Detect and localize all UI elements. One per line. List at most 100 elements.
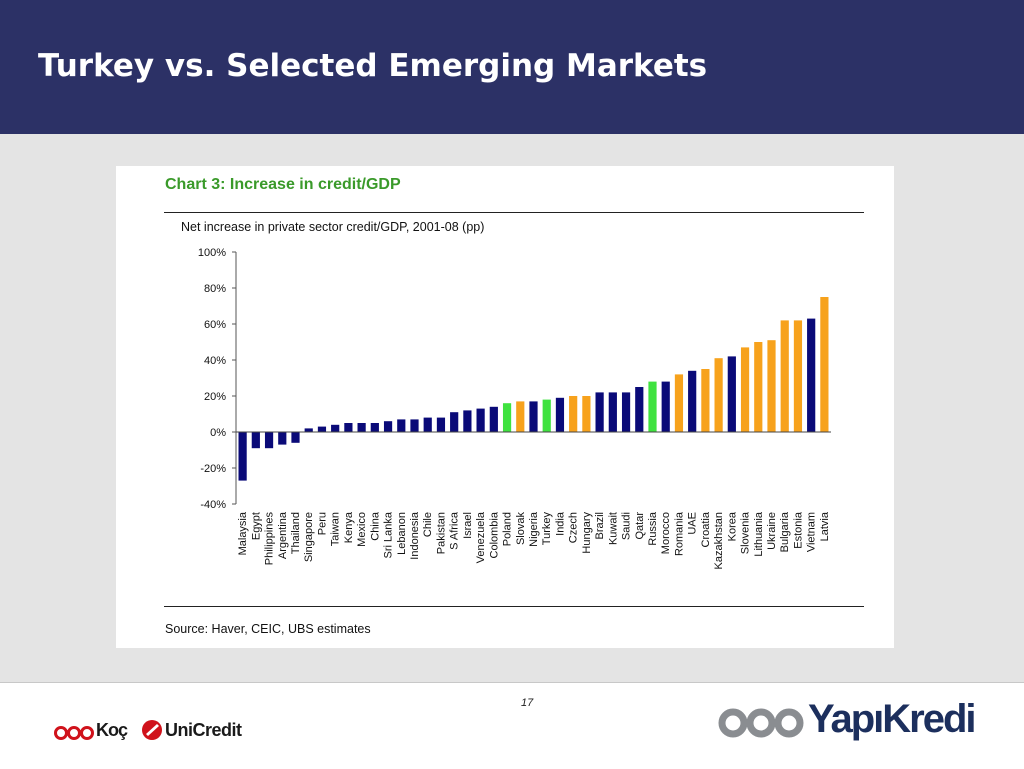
y-tick-label: 80% <box>204 283 226 295</box>
x-tick-label: Brazil <box>594 512 606 540</box>
x-tick-label: Korea <box>726 511 738 541</box>
bar-malaysia <box>238 432 247 481</box>
bar-lebanon <box>397 419 406 432</box>
x-tick-label: Argentina <box>277 511 289 559</box>
x-tick-label: Ukraine <box>766 512 778 550</box>
bar-romania <box>674 374 684 432</box>
x-tick-label: Latvia <box>819 511 831 541</box>
x-tick-label: Sri Lanka <box>383 511 395 558</box>
bar-croatia <box>701 369 710 432</box>
bar-poland <box>502 403 512 432</box>
bar-hungary <box>582 396 591 432</box>
chart-top-rule <box>164 212 864 213</box>
bar-turkey <box>542 399 551 432</box>
bar-korea <box>727 356 736 432</box>
bar-slovak <box>516 401 525 432</box>
x-tick-label: Kuwait <box>607 512 619 545</box>
page-number: 17 <box>521 697 534 709</box>
bar-chile <box>423 417 432 432</box>
y-tick-label: -20% <box>200 463 226 475</box>
bar-czech <box>569 396 578 432</box>
bar-s-africa <box>450 412 459 432</box>
x-tick-label: Venezuela <box>475 511 487 563</box>
yapikredi-logo-text: YapıKredi <box>808 697 977 741</box>
yapikredi-logo-icon <box>718 708 804 738</box>
y-tick-label: -40% <box>200 499 226 511</box>
x-tick-label: UAE <box>687 512 699 535</box>
bar-bulgaria <box>780 320 789 432</box>
x-tick-label: Slovak <box>515 512 527 546</box>
y-tick-label: 20% <box>204 391 226 403</box>
bar-kenya <box>344 423 353 432</box>
bar-saudi <box>621 392 631 432</box>
bar-venezuela <box>476 408 485 432</box>
bar-israel <box>463 410 472 432</box>
unicredit-logo-text: UniCredit <box>165 720 242 740</box>
bar-slovenia <box>740 347 750 432</box>
x-tick-label: Turkey <box>541 512 553 546</box>
x-tick-label: Lebanon <box>396 512 408 555</box>
bar-kuwait <box>608 392 617 432</box>
slide-title: Turkey vs. Selected Emerging Markets <box>38 48 708 84</box>
bar-chart: 100% 80% 60% 40% 20% 0% -20% -40% Malaysia Egypt P… <box>198 247 831 569</box>
x-tick-label: Pakistan <box>435 512 447 554</box>
bar-uae <box>688 370 697 432</box>
x-tick-label: Slovenia <box>740 511 752 554</box>
bar-taiwan <box>331 424 340 432</box>
x-tick-label: Kenya <box>343 511 355 543</box>
bar-indonesia <box>410 419 419 432</box>
bar-ukraine <box>767 340 776 432</box>
bar-sri-lanka <box>383 421 393 432</box>
x-tick-label: Thailand <box>290 512 302 554</box>
x-tick-label: Russia <box>647 511 659 546</box>
x-tick-label: Israel <box>462 512 474 539</box>
bar-mexico <box>357 423 366 432</box>
x-tick-label: Vietnam <box>806 512 818 552</box>
y-tick-label: 100% <box>198 247 226 259</box>
koc-logo-text: Koç <box>96 720 128 740</box>
bar-egypt <box>251 432 260 449</box>
slide-footer: 17 Koç UniCredit YapıKredi <box>0 682 1024 769</box>
y-tick-label: 60% <box>204 319 226 331</box>
bar-pakistan <box>436 417 446 432</box>
x-tick-label: Peru <box>316 512 328 535</box>
bar-singapore <box>304 428 313 432</box>
x-tick-label: Qatar <box>634 512 646 540</box>
bar-kazakhstan <box>714 358 723 432</box>
bar-colombia <box>489 406 498 432</box>
bar-argentina <box>278 432 287 445</box>
bar-thailand <box>291 432 300 443</box>
koc-logo-icon <box>54 726 94 740</box>
bar-lithuania <box>754 342 763 432</box>
x-tick-label: Malaysia <box>237 511 249 555</box>
y-tick-label: 40% <box>204 355 226 367</box>
chart-subtitle: Net increase in private sector credit/GD… <box>181 220 485 234</box>
x-tick-label: China <box>369 511 381 541</box>
x-tick-label: Morocco <box>660 512 672 554</box>
x-tick-label: S Africa <box>449 511 461 550</box>
bar-china <box>370 423 379 432</box>
x-tick-label: Czech <box>568 512 580 543</box>
x-tick-label: Singapore <box>303 512 315 562</box>
x-tick-label: Egypt <box>250 512 262 540</box>
x-tick-label: Hungary <box>581 512 593 554</box>
x-tick-label: Colombia <box>488 511 500 558</box>
bar-peru <box>317 426 327 432</box>
x-tick-label: Kazakhstan <box>713 512 725 569</box>
bar-qatar <box>635 387 644 432</box>
x-tick-label: Bulgaria <box>779 511 791 552</box>
chart-panel: Chart 3: Increase in credit/GDP Net incr… <box>116 166 894 648</box>
bar-philippines <box>264 432 274 449</box>
chart-source: Source: Haver, CEIC, UBS estimates <box>165 622 371 636</box>
x-tick-label: Estonia <box>792 511 804 549</box>
y-tick-label: 0% <box>210 427 226 439</box>
bar-vietnam <box>807 318 816 432</box>
x-tick-label: India <box>554 511 566 536</box>
chart-title: Chart 3: Increase in credit/GDP <box>165 176 401 193</box>
bar-nigeria <box>529 401 538 432</box>
bar-india <box>555 397 565 432</box>
chart-bottom-rule <box>164 606 864 607</box>
x-tick-label: Indonesia <box>409 511 421 560</box>
x-tick-label: Mexico <box>356 512 368 547</box>
x-tick-label: Poland <box>502 512 514 546</box>
